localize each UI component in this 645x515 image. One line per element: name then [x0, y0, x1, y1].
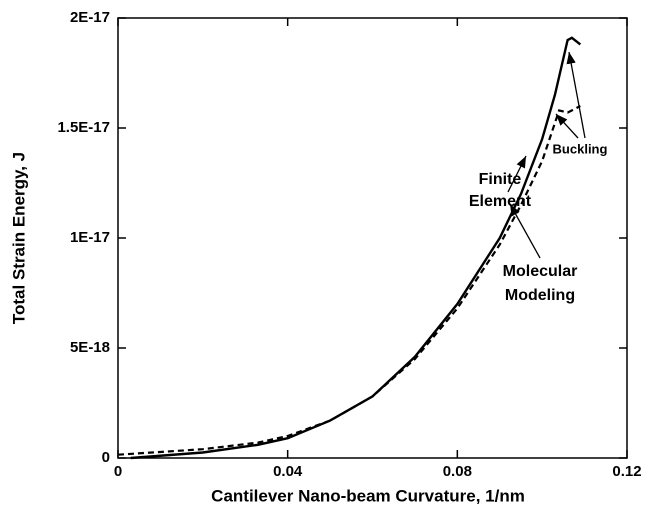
x-axis-label: Cantilever Nano-beam Curvature, 1/nm [211, 486, 525, 505]
arrow [555, 113, 579, 139]
series-line [130, 36, 582, 460]
arrow [509, 203, 541, 259]
annotation: Finite [479, 171, 522, 188]
annotation-arrows [507, 51, 586, 259]
arrow [507, 155, 527, 193]
x-tick-label: 0.12 [612, 463, 641, 480]
arrow [566, 51, 586, 139]
annotation: Buckling [553, 141, 608, 156]
x-tick-label: 0 [114, 463, 122, 480]
y-tick-label: 1.5E-17 [57, 119, 110, 136]
y-tick-label: 0 [102, 449, 110, 466]
plot-frame [117, 17, 628, 459]
annotation: Modeling [505, 287, 575, 304]
x-tick-label: 0.04 [273, 463, 303, 480]
y-axis-label: Total Strain Energy, J [9, 152, 28, 324]
y-tick-label: 2E-17 [70, 9, 110, 26]
x-tick-label: 0.08 [443, 463, 472, 480]
y-tick-label: 5E-18 [70, 339, 110, 356]
annotation: Molecular [503, 263, 578, 280]
y-tick-label: 1E-17 [70, 229, 110, 246]
series-line [117, 105, 581, 456]
